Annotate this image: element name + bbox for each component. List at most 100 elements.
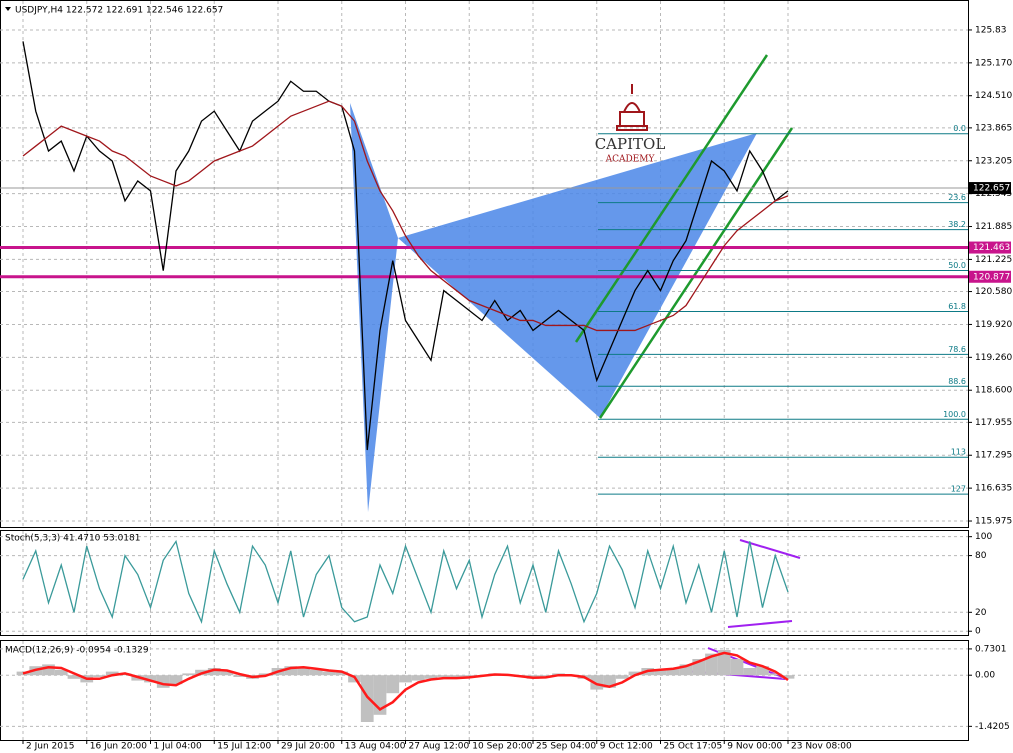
y-tick-label: 117.955 [975,418,1012,428]
histogram-bar [654,669,667,676]
menu-arrow [5,7,11,11]
y-tick-label: 80 [975,551,987,561]
y-tick-label: 123.865 [975,123,1012,133]
fib-label: 113 [951,448,966,457]
histogram-bar [297,668,310,676]
histogram-bar [105,671,119,676]
fib-label: 78.6 [948,345,966,354]
series-line [22,41,789,451]
fib-label: 23.6 [948,193,966,202]
histogram-bar [462,675,476,677]
y-tick-label: 122.545 [975,189,1012,199]
y-tick-label: 20 [975,608,987,618]
logo-dome [616,84,648,131]
histogram-bar [258,673,272,676]
histogram-bar [322,671,336,676]
x-tick-label: 25 Sep 04:00 [536,742,596,752]
price-tag-label: 122.657 [973,184,1010,194]
x-tick-label: 29 Jul 20:00 [281,742,335,752]
stoch-title: Stoch(5,3,3) 41.4710 53.0181 [5,534,140,544]
price-tag-label: 120.877 [973,272,1010,282]
fib-label: 0.0 [953,124,966,133]
histogram-bar [756,666,769,676]
x-tick-label: 10 Sep 20:00 [472,742,532,752]
fib-label: 100.0 [943,410,966,419]
y-tick-label: 121.885 [975,222,1012,232]
y-tick-label: 124.510 [975,91,1012,101]
histogram-bar [220,671,234,676]
histogram-bar [628,671,642,676]
y-tick-label: 0.00 [975,671,995,681]
macd-frame [0,640,969,741]
price-tag [969,241,1011,254]
y-tick-label: 0.7301 [975,644,1007,654]
histogram-bar [233,675,247,677]
series-line [22,100,789,332]
y-tick-label: 116.635 [975,484,1012,494]
histogram-bar [781,675,795,679]
histogram-bar [717,650,731,676]
pattern-triangle [350,103,398,512]
histogram-bar [360,675,374,722]
histogram-bar [730,659,744,676]
y-tick-label: 121.225 [975,255,1012,265]
x-tick-label: 27 Aug 12:00 [409,742,470,752]
price-tag [969,182,1011,195]
y-tick-label: 123.205 [975,156,1012,166]
x-tick-label: 23 Nov 08:00 [791,742,852,752]
x-tick-label: 1 Jul 04:00 [154,742,203,752]
histogram-bar [679,664,693,676]
y-tick-label: 120.580 [975,287,1012,297]
macd-title: MACD(12,26,9) -0.0954 -0.1329 [5,646,149,656]
histogram-bar [42,664,55,676]
histogram-bar [156,675,170,688]
y-tick-label: 119.920 [975,320,1012,330]
x-tick-label: 25 Oct 17:05 [664,742,723,752]
y-tick-label: 0 [975,627,981,637]
histogram-bar [309,669,323,676]
logo-text: CAPITOL [595,135,666,153]
x-tick-label: 15 Jul 12:00 [217,742,271,752]
x-tick-label: 2 Jun 2015 [26,742,74,752]
x-tick-label: 16 Jun 20:00 [90,742,147,752]
histogram-bar [207,668,221,676]
histogram-bar [284,666,298,676]
histogram-bar [666,668,680,676]
price-tag [969,270,1011,283]
y-tick-label: 100 [975,532,992,542]
y-tick-label: -1.4205 [975,722,1010,732]
histogram-bar [144,675,157,683]
x-tick-label: 9 Oct 12:00 [600,742,653,752]
histogram-bar [67,675,81,679]
histogram-bar [93,675,106,677]
histogram-bar [768,673,782,676]
histogram-bar [386,675,400,694]
y-tick-label: 125.170 [975,58,1012,68]
histogram-bar [437,675,451,677]
price-tag-label: 121.463 [973,243,1010,253]
logo-subtext: ACADEMY [605,155,656,165]
histogram-bar [615,675,629,679]
histogram-bar [54,669,68,676]
histogram-bar [169,675,183,685]
fib-label: 88.6 [948,377,966,386]
channel-line [574,54,769,343]
series-line [22,539,789,624]
histogram-bar [743,668,757,676]
histogram-bar [335,671,349,676]
fib-label: 50.0 [948,261,966,270]
y-tick-label: 118.600 [975,386,1012,396]
histogram-bar [399,675,412,683]
fib-label: 127 [951,485,966,494]
channel [574,54,794,419]
y-tick-label: 125.83 [975,25,1007,35]
y-tick-label: 115.975 [975,517,1012,527]
chart-title: USDJPY,H4 122.572 122.691 122.546 122.65… [15,6,223,16]
x-tick-label: 9 Nov 00:00 [727,742,782,752]
histogram-bar [424,675,438,679]
logo: CAPITOL ACADEMY [595,84,666,165]
x-tick-label: 13 Aug 04:00 [345,742,406,752]
fib-label: 61.8 [948,302,966,311]
